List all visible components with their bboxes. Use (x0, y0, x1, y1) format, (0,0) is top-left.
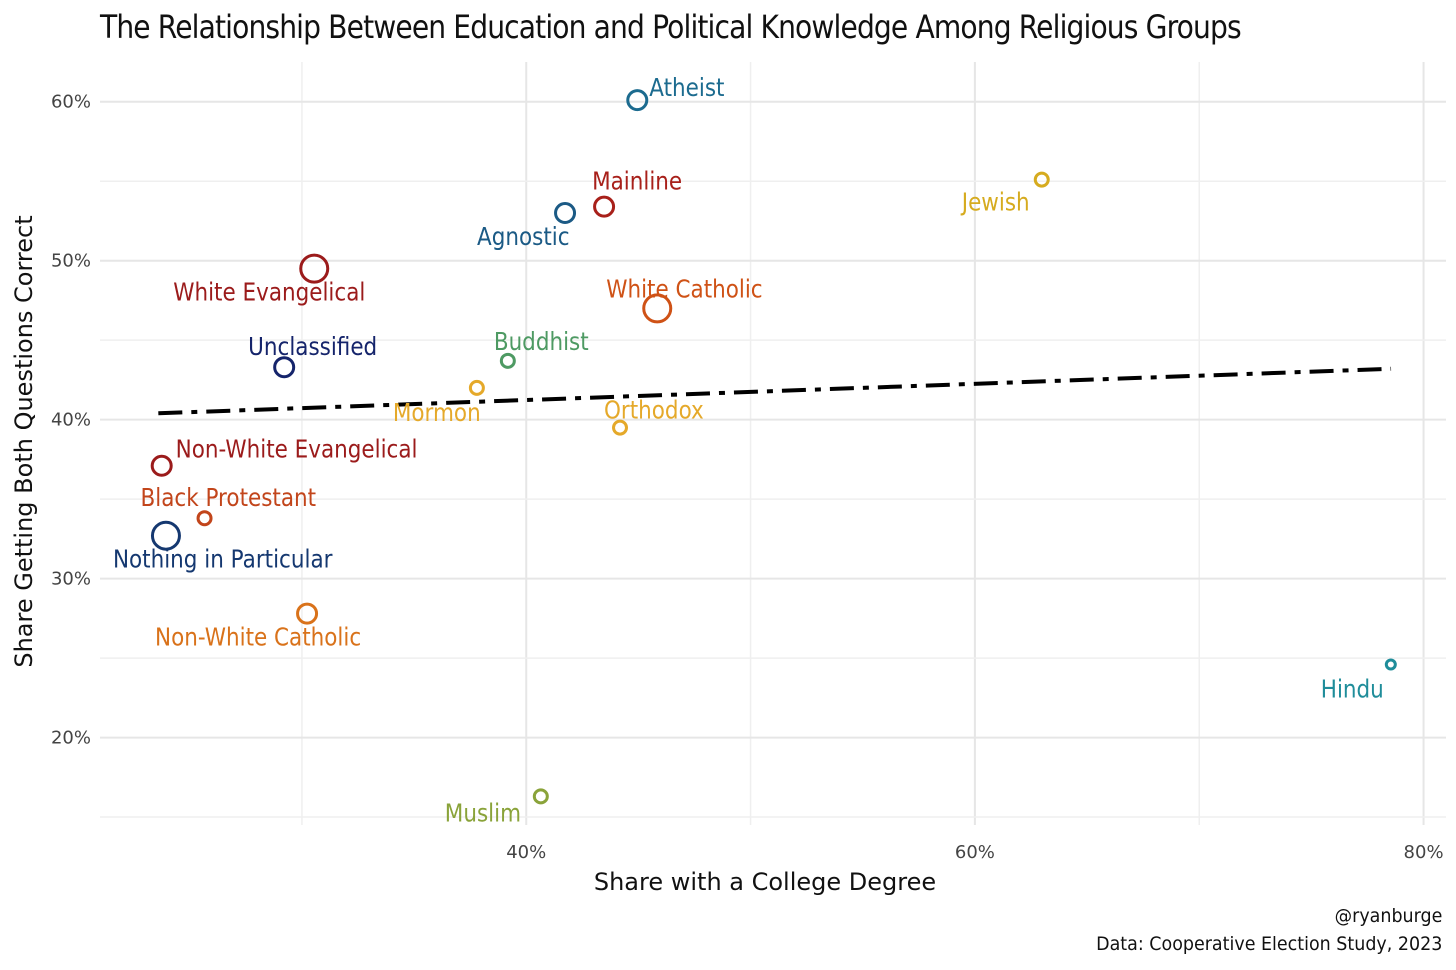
point-label: Non-White Evangelical (176, 435, 418, 464)
point-non-white-catholic (296, 602, 319, 625)
trend-line-group (158, 366, 1392, 416)
x-tick-label: 80% (1404, 842, 1444, 863)
y-tick-label: 30% (51, 569, 91, 590)
point-label: Jewish (960, 188, 1030, 217)
point-label: Nothing in Particular (113, 545, 333, 574)
point-unclassified (273, 356, 296, 379)
data-points (150, 89, 1397, 805)
y-tick-label: 40% (51, 410, 91, 431)
point-label: Orthodox (604, 396, 704, 425)
point-label: Mormon (393, 398, 481, 427)
grid-lines (100, 62, 1446, 825)
point-mainline (593, 195, 616, 218)
point-mormon (468, 379, 485, 396)
point-nothing-in-particular (150, 520, 181, 551)
point-label: Agnostic (477, 222, 570, 251)
axis-ticks: 40% 60% 80% 20% 30% 40% 50% 60% (51, 92, 1444, 863)
point-orthodox (612, 419, 629, 436)
y-tick-label: 60% (51, 92, 91, 113)
point-buddhist (499, 352, 516, 369)
point-agnostic (554, 202, 577, 225)
caption-source: Data: Cooperative Election Study, 2023 (1095, 933, 1442, 955)
point-muslim (532, 788, 549, 805)
point-black-protestant (196, 510, 213, 527)
x-tick-label: 60% (955, 842, 995, 863)
point-white-evangelical (299, 253, 330, 284)
point-label: White Catholic (606, 275, 762, 304)
point-label: Mainline (592, 167, 682, 196)
point-atheist (626, 89, 649, 112)
point-labels: Atheist Mainline Jewish Agnostic White Evang… (113, 74, 1384, 828)
y-axis-title: Share Getting Both Questions Correct (10, 215, 38, 667)
point-white-catholic (642, 293, 673, 324)
y-tick-label: 20% (51, 728, 91, 749)
x-axis-title: Share with a College Degree (594, 868, 936, 896)
y-tick-label: 50% (51, 251, 91, 272)
chart-title: The Relationship Between Education and P… (100, 8, 1242, 46)
point-label: Black Protestant (141, 484, 316, 513)
point-hindu (1384, 658, 1397, 671)
x-tick-label: 40% (506, 842, 546, 863)
point-jewish (1033, 171, 1050, 188)
caption: @ryanburge Data: Cooperative Election St… (1066, 902, 1442, 958)
trend-line (158, 366, 1392, 416)
point-label: Atheist (649, 74, 724, 103)
point-label: Unclassified (248, 333, 377, 362)
point-label: Buddhist (494, 327, 589, 356)
caption-handle: @ryanburge (1334, 905, 1442, 927)
point-label: Hindu (1321, 675, 1384, 704)
point-non-white-evangelical (150, 454, 173, 477)
point-label: Non-White Catholic (155, 623, 361, 652)
point-label: Muslim (445, 799, 521, 828)
point-label: White Evangelical (173, 278, 365, 307)
